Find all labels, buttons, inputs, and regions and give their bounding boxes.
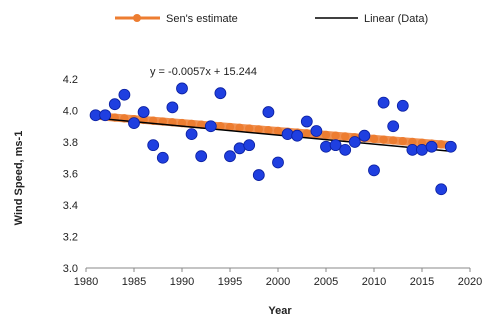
x-axis-label: Year bbox=[268, 305, 292, 317]
y-tick-label-0: 3.0 bbox=[63, 263, 78, 275]
data-point-37 bbox=[444, 140, 457, 153]
data-point-29 bbox=[368, 164, 380, 177]
data-point-5 bbox=[137, 106, 150, 118]
sens-estimate-point-32 bbox=[398, 137, 407, 146]
linear-trend-line bbox=[95, 117, 451, 153]
data-point-22 bbox=[300, 115, 313, 128]
data-point-17 bbox=[252, 169, 265, 181]
x-tick-label-7: 2015 bbox=[410, 276, 434, 288]
y-tick-label-2: 3.4 bbox=[63, 200, 78, 212]
legend-sens-label: Sen's estimate bbox=[166, 13, 238, 25]
sens-estimate-point-36 bbox=[437, 140, 446, 149]
data-point-10 bbox=[185, 128, 198, 141]
sens-estimate-point-33 bbox=[408, 137, 417, 147]
data-point-2 bbox=[108, 98, 121, 111]
legend-linear-label: Linear (Data) bbox=[364, 13, 428, 25]
sens-estimate-point-18 bbox=[264, 125, 273, 135]
data-point-13 bbox=[214, 87, 227, 100]
data-point-21 bbox=[291, 129, 304, 142]
y-tick-label-5: 4.0 bbox=[63, 106, 78, 118]
legend-sens-swatch-marker bbox=[133, 14, 141, 22]
y-tick-label-6: 4.2 bbox=[63, 74, 78, 86]
x-tick-label-8: 2020 bbox=[458, 276, 482, 288]
data-point-31 bbox=[387, 120, 400, 133]
data-point-11 bbox=[195, 150, 208, 163]
data-point-25 bbox=[329, 139, 342, 152]
data-point-9 bbox=[176, 82, 188, 95]
data-point-1 bbox=[99, 109, 112, 122]
data-point-20 bbox=[281, 128, 294, 141]
data-point-35 bbox=[425, 140, 438, 153]
data-point-18 bbox=[262, 106, 275, 118]
sens-estimate-point-14 bbox=[225, 122, 235, 132]
data-point-8 bbox=[166, 101, 179, 114]
x-tick-label-2: 1990 bbox=[170, 276, 194, 288]
sens-estimate-point-15 bbox=[235, 123, 244, 133]
sens-estimate-point-30 bbox=[379, 135, 388, 144]
data-point-6 bbox=[147, 139, 160, 152]
trend-equation: y = -0.0057x + 15.244 bbox=[150, 66, 257, 78]
x-tick-label-0: 1980 bbox=[74, 276, 98, 288]
x-tick-label-6: 2010 bbox=[362, 276, 386, 288]
data-point-4 bbox=[128, 117, 140, 129]
sens-estimate-point-29 bbox=[369, 134, 379, 144]
sens-estimate-point-10 bbox=[187, 119, 196, 129]
data-point-7 bbox=[156, 151, 169, 164]
data-point-26 bbox=[339, 143, 352, 156]
sens-estimate-point-16 bbox=[245, 124, 254, 133]
data-point-28 bbox=[358, 129, 371, 142]
sens-estimate-point-22 bbox=[302, 129, 311, 138]
sens-estimate-point-19 bbox=[273, 126, 283, 136]
legend: Sen's estimate Linear (Data) bbox=[115, 13, 428, 25]
sens-estimate-point-11 bbox=[197, 120, 206, 129]
y-axis-label: Wind Speed, ms-1 bbox=[13, 131, 25, 226]
data-point-3 bbox=[118, 88, 131, 101]
data-point-32 bbox=[396, 99, 409, 112]
x-tick-label-5: 2005 bbox=[314, 276, 338, 288]
x-tick-label-4: 2000 bbox=[266, 276, 290, 288]
x-tick-label-1: 1985 bbox=[122, 276, 146, 288]
data-point-24 bbox=[320, 140, 332, 153]
sens-estimate-point-31 bbox=[389, 136, 398, 145]
plot-area: 1980 1985 1990 1995 2000 2005 2010 2015 2020 3.0 3… bbox=[63, 74, 483, 288]
data-point-14 bbox=[224, 150, 236, 163]
sens-estimate-point-17 bbox=[254, 125, 263, 134]
sens-estimate-point-26 bbox=[341, 132, 350, 141]
x-tick-label-3: 1995 bbox=[218, 276, 242, 288]
sens-estimate-point-25 bbox=[331, 131, 340, 140]
data-point-16 bbox=[243, 139, 256, 152]
data-point-27 bbox=[348, 136, 361, 148]
data-point-36 bbox=[435, 183, 448, 196]
data-point-19 bbox=[272, 156, 284, 169]
y-tick-label-4: 3.8 bbox=[63, 137, 78, 149]
y-tick-label-3: 3.6 bbox=[63, 169, 78, 181]
sens-estimate-point-13 bbox=[216, 122, 225, 131]
data-point-30 bbox=[377, 96, 390, 109]
data-point-23 bbox=[310, 125, 323, 137]
data-point-12 bbox=[204, 120, 217, 133]
sens-estimate-point-24 bbox=[321, 130, 331, 140]
y-tick-label-1: 3.2 bbox=[63, 232, 78, 244]
